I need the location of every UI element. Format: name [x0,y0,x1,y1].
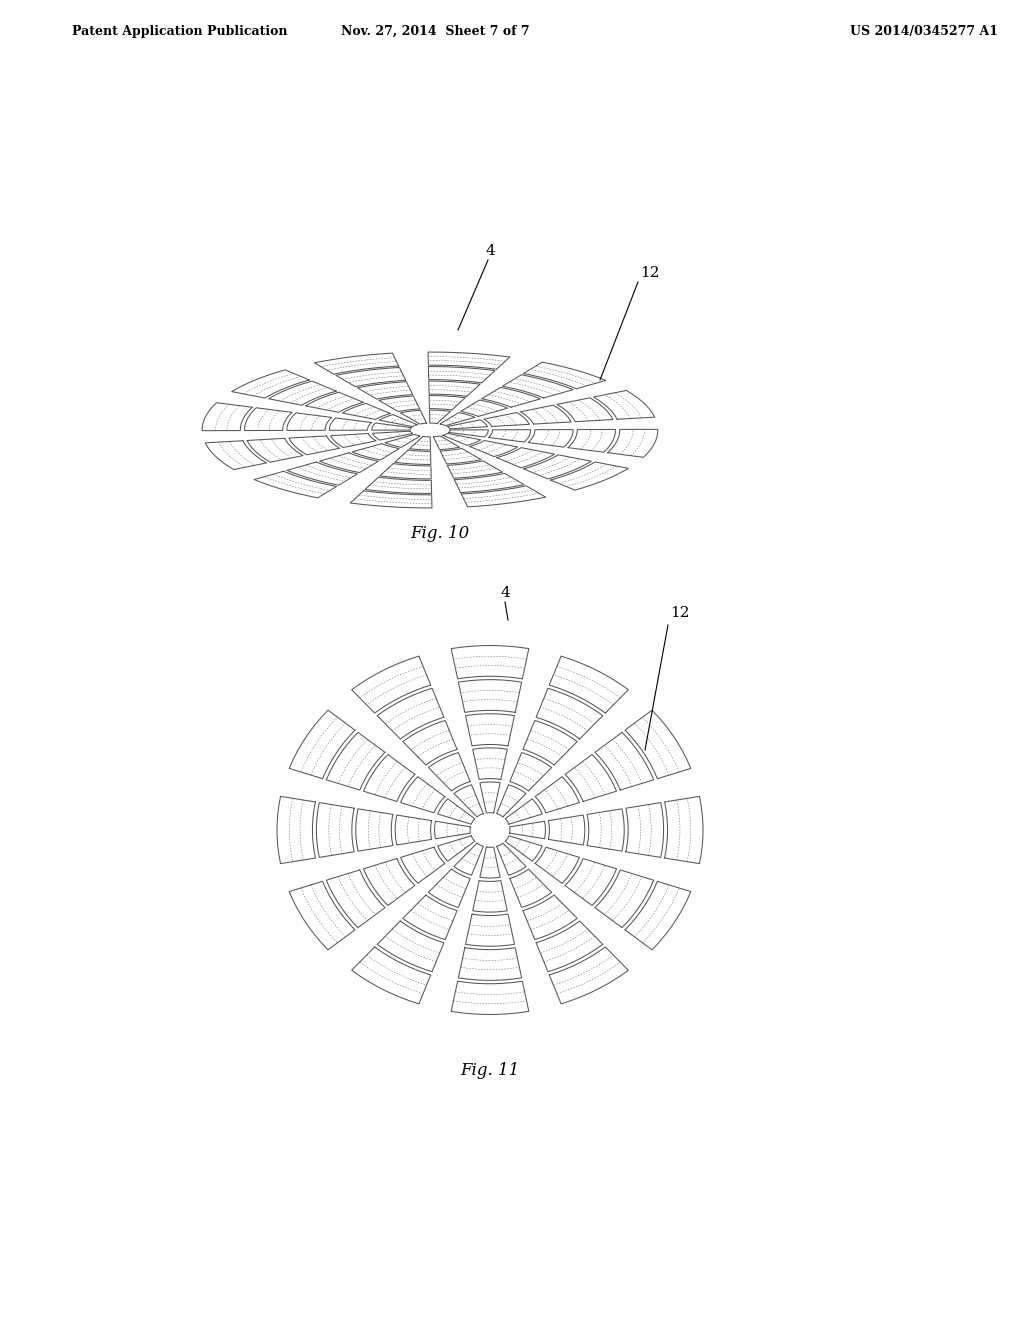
Text: Fig. 11: Fig. 11 [461,1063,519,1078]
Text: Patent Application Publication: Patent Application Publication [72,25,288,38]
Text: Nov. 27, 2014  Sheet 7 of 7: Nov. 27, 2014 Sheet 7 of 7 [341,25,529,38]
Text: US 2014/0345277 A1: US 2014/0345277 A1 [850,25,998,38]
Text: 4: 4 [485,244,495,257]
Text: 4: 4 [500,586,510,601]
Text: 12: 12 [670,606,689,620]
Text: Fig. 10: Fig. 10 [411,525,470,543]
Text: 12: 12 [640,267,659,280]
